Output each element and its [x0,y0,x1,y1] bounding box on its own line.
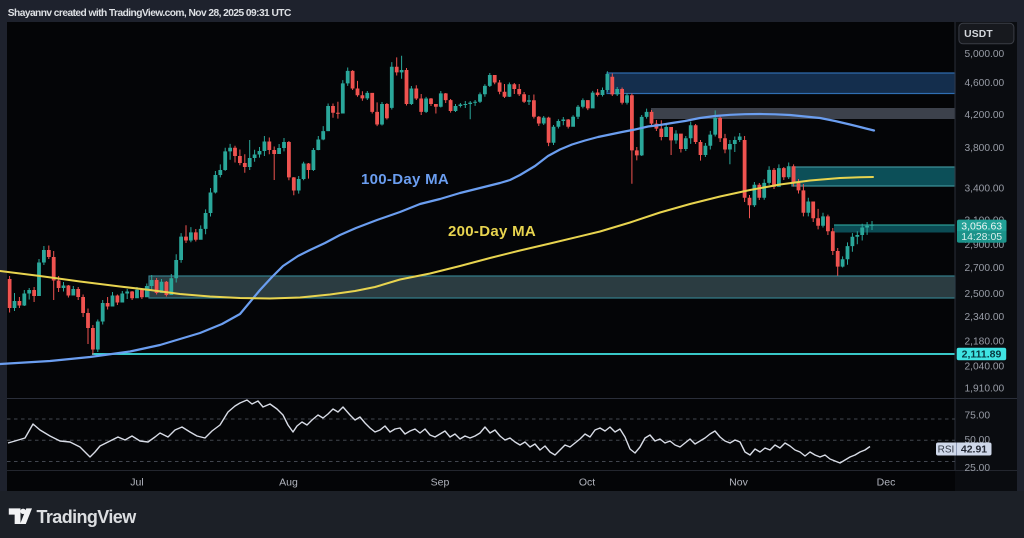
svg-text:2,340.00: 2,340.00 [965,312,1005,323]
svg-text:Shayannv created with TradingV: Shayannv created with TradingView.com, N… [8,8,292,19]
svg-text:TradingView: TradingView [37,507,138,527]
svg-text:Sep: Sep [431,477,450,489]
svg-text:Jul: Jul [130,477,143,489]
svg-text:14:28:05: 14:28:05 [961,231,1002,243]
svg-text:3,056.63: 3,056.63 [961,220,1002,232]
svg-text:200-Day MA: 200-Day MA [448,223,536,240]
svg-text:Dec: Dec [877,477,896,489]
svg-text:100-Day MA: 100-Day MA [361,171,449,188]
svg-text:RSI: RSI [938,445,955,456]
svg-text:USDT: USDT [964,29,993,40]
svg-text:2,111.89: 2,111.89 [962,349,1002,361]
svg-text:2,040.00: 2,040.00 [965,362,1005,373]
svg-text:5,000.00: 5,000.00 [965,49,1005,60]
svg-text:2,700.00: 2,700.00 [965,263,1005,274]
svg-text:75.00: 75.00 [965,410,991,421]
svg-text:2,500.00: 2,500.00 [965,289,1005,300]
svg-text:Aug: Aug [279,477,298,489]
svg-text:3,400.00: 3,400.00 [965,184,1005,195]
svg-text:4,600.00: 4,600.00 [965,78,1005,89]
svg-text:4,200.00: 4,200.00 [965,110,1005,121]
svg-text:42.91: 42.91 [961,444,987,456]
svg-text:25.00: 25.00 [965,463,991,474]
svg-text:50.00: 50.00 [965,435,991,446]
svg-text:3,800.00: 3,800.00 [965,143,1005,154]
svg-text:Oct: Oct [579,477,595,489]
svg-text:2,900.00: 2,900.00 [965,240,1005,251]
svg-text:2,180.00: 2,180.00 [965,337,1005,348]
svg-text:1,910.00: 1,910.00 [965,384,1005,395]
svg-text:Nov: Nov [729,477,748,489]
